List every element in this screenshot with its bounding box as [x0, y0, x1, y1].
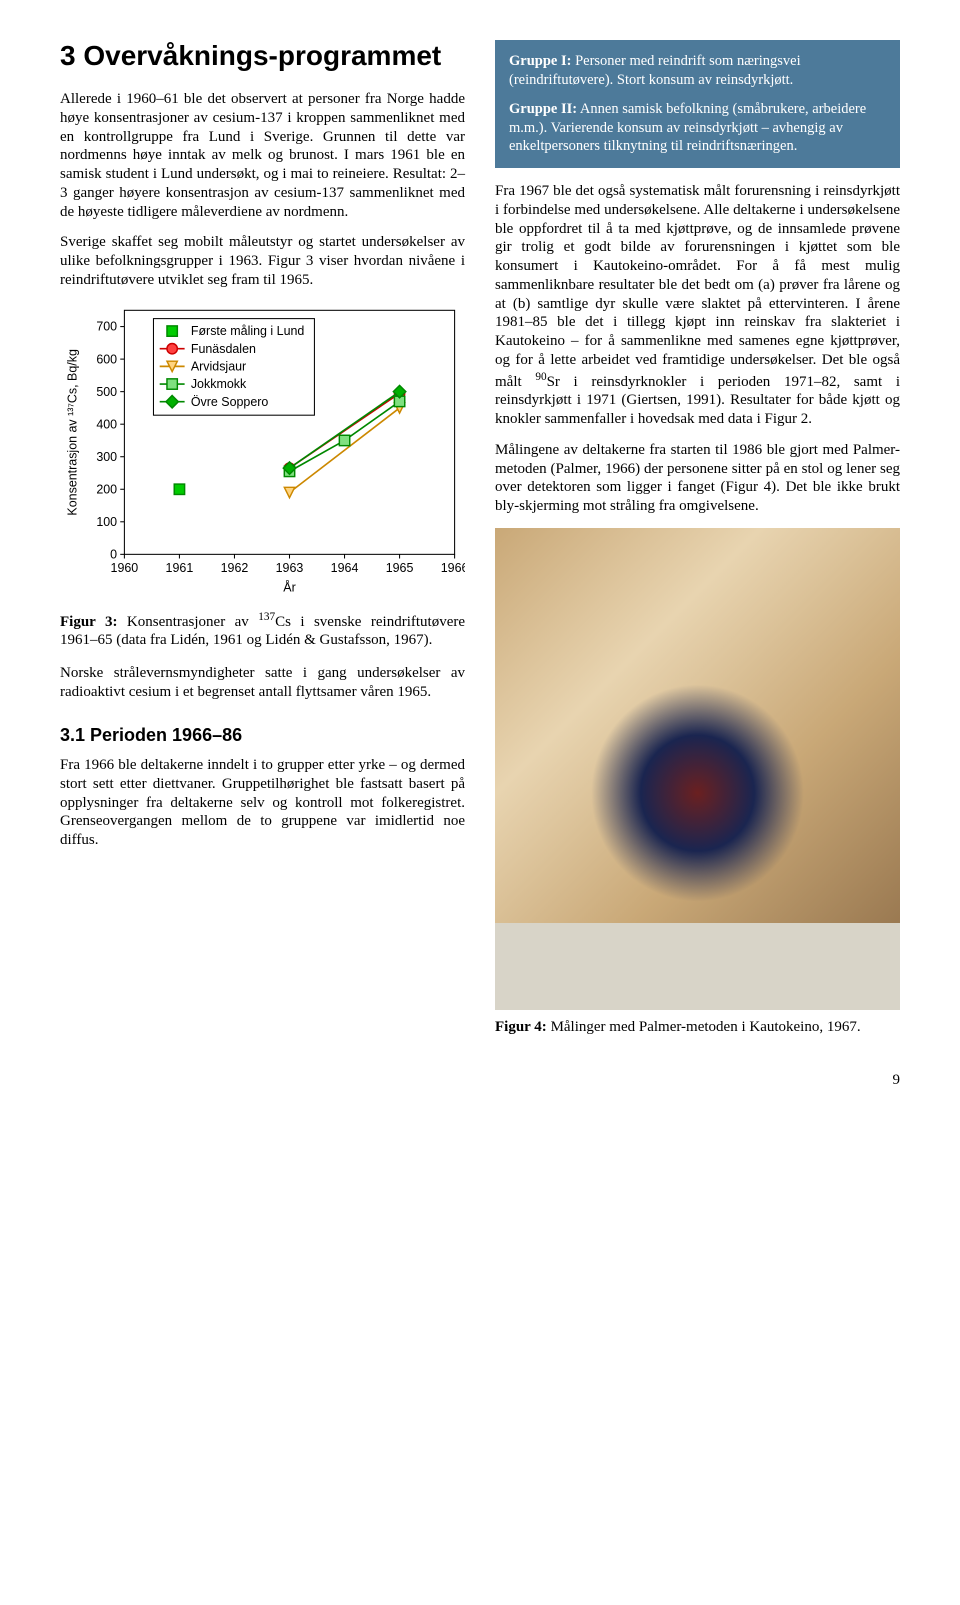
- svg-text:100: 100: [96, 515, 117, 529]
- svg-text:1960: 1960: [111, 561, 139, 575]
- para-intro-2: Sverige skaffet seg mobilt måleutstyr og…: [60, 233, 465, 289]
- figure-4-photo: [495, 528, 900, 1010]
- group-2-row: Gruppe II: Annen samisk befolkning (småb…: [509, 100, 886, 157]
- figure-4-caption: Figur 4: Målinger med Palmer-metoden i K…: [495, 1018, 900, 1037]
- svg-text:1961: 1961: [166, 561, 194, 575]
- svg-text:Første måling i Lund: Første måling i Lund: [191, 324, 305, 338]
- svg-text:0: 0: [110, 547, 117, 561]
- para-1967: Fra 1967 ble det også systematisk målt f…: [495, 182, 900, 429]
- right-column: Gruppe I: Personer med reindrift som nær…: [495, 40, 900, 1051]
- svg-text:Jokkmokk: Jokkmokk: [191, 377, 247, 391]
- svg-text:1965: 1965: [386, 561, 414, 575]
- subsection-heading: 3.1 Perioden 1966–86: [60, 724, 465, 747]
- figure-3-caption: Figur 3: Konsentrasjoner av 137Cs i sven…: [60, 610, 465, 651]
- svg-text:1962: 1962: [221, 561, 249, 575]
- left-column: 3 Overvåknings-programmet Allerede i 196…: [60, 40, 465, 1051]
- page-number: 9: [60, 1071, 900, 1090]
- svg-text:400: 400: [96, 417, 117, 431]
- svg-text:År: År: [283, 579, 295, 594]
- svg-text:500: 500: [96, 384, 117, 398]
- group-2-label: Gruppe II:: [509, 101, 577, 117]
- para-intro-1: Allerede i 1960–61 ble det observert at …: [60, 90, 465, 221]
- svg-text:Arvidsjaur: Arvidsjaur: [191, 359, 246, 373]
- para-period: Fra 1966 ble deltakerne inndelt i to gru…: [60, 756, 465, 850]
- figure-3-chart: 0 100 200 300 400 500 600 700 1960 1961 1962 1963 19…: [60, 302, 465, 598]
- group-info-box: Gruppe I: Personer med reindrift som nær…: [495, 40, 900, 168]
- svg-text:200: 200: [96, 482, 117, 496]
- svg-text:Övre Soppero: Övre Soppero: [191, 395, 269, 409]
- svg-text:300: 300: [96, 450, 117, 464]
- svg-text:600: 600: [96, 352, 117, 366]
- para-norwegian-authorities: Norske strålevernsmyndigheter satte i ga…: [60, 664, 465, 702]
- group-1-row: Gruppe I: Personer med reindrift som nær…: [509, 52, 886, 90]
- svg-text:1964: 1964: [331, 561, 359, 575]
- svg-text:1963: 1963: [276, 561, 304, 575]
- chart-svg: 0 100 200 300 400 500 600 700 1960 1961 1962 1963 19…: [60, 302, 465, 598]
- svg-text:1966: 1966: [441, 561, 465, 575]
- group-1-label: Gruppe I:: [509, 53, 571, 69]
- svg-text:Funäsdalen: Funäsdalen: [191, 342, 256, 356]
- para-palmer: Målingene av deltakerne fra starten til …: [495, 441, 900, 516]
- section-heading: 3 Overvåknings-programmet: [60, 40, 465, 72]
- svg-text:Konsentrasjon av ¹³⁷Cs, Bq/kg: Konsentrasjon av ¹³⁷Cs, Bq/kg: [66, 349, 80, 516]
- svg-text:700: 700: [96, 319, 117, 333]
